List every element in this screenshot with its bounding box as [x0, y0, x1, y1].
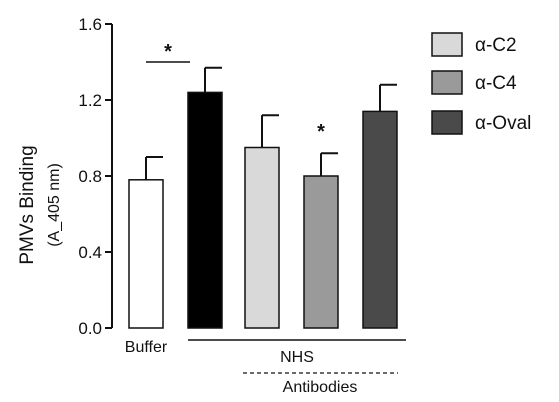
y-tick-label: 0.8 [78, 167, 102, 186]
legend-label: α-C2 [475, 35, 517, 56]
legend-swatch [431, 70, 463, 95]
y-tick-label: 0.0 [78, 319, 102, 338]
y-axis-subtitle: (A_405 nm) [46, 163, 63, 247]
significance-star: * [164, 41, 172, 63]
category-label-buffer: Buffer [125, 339, 168, 356]
legend-label: α-C4 [475, 73, 517, 94]
legend-swatch [431, 110, 463, 135]
y-tick-label: 1.6 [78, 15, 102, 34]
y-tick-label: 0.4 [78, 243, 102, 262]
nhs-label: NHS [280, 349, 314, 366]
antibodies-label: Antibodies [283, 379, 358, 396]
legend-label: α-Oval [475, 113, 531, 134]
bar [128, 179, 164, 329]
significance-star: * [317, 121, 325, 143]
bar [187, 91, 223, 329]
bar [362, 110, 398, 329]
y-axis: 0.0 0.4 0.8 1.2 1.6 [78, 15, 113, 338]
bar [244, 146, 280, 329]
y-axis-title: PMVs Binding [17, 145, 38, 264]
y-tick-label: 1.2 [78, 91, 102, 110]
annotations: Buffer NHS Antibodies * * [125, 41, 406, 396]
legend-swatch [431, 32, 463, 57]
bars [128, 66, 398, 329]
bar [303, 175, 339, 329]
legend: α-C2 α-C4 α-Oval [431, 32, 531, 135]
